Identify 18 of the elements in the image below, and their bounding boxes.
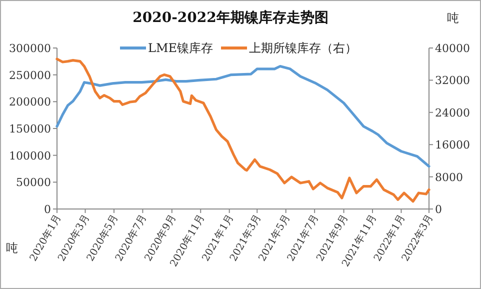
y-tick-label: 150000 [9, 122, 51, 136]
y2-tick-label: 24000 [435, 106, 470, 120]
y-tick-label: 250000 [9, 68, 51, 82]
y2-tick-label: 16000 [435, 138, 470, 152]
y2-tick-label: 40000 [435, 42, 470, 55]
legend-label: LME镍库存 [148, 41, 214, 55]
y2-axis-title: 吨 [447, 11, 459, 25]
y2-tick-label: 0 [435, 203, 442, 216]
y2-tick-label: 8000 [435, 170, 463, 184]
y-tick-label: 100000 [9, 149, 51, 162]
chart-title: 2020-2022年期镍库存走势图 [132, 9, 328, 26]
y-tick-label: 300000 [9, 42, 51, 55]
y-tick-label: 0 [44, 203, 51, 216]
legend-label: 上期所镍库存（右） [249, 41, 358, 55]
y-axis-title: 吨 [6, 241, 18, 255]
y-tick-label: 200000 [9, 96, 51, 109]
y-tick-label: 50000 [16, 176, 51, 190]
y2-tick-label: 32000 [435, 74, 470, 88]
